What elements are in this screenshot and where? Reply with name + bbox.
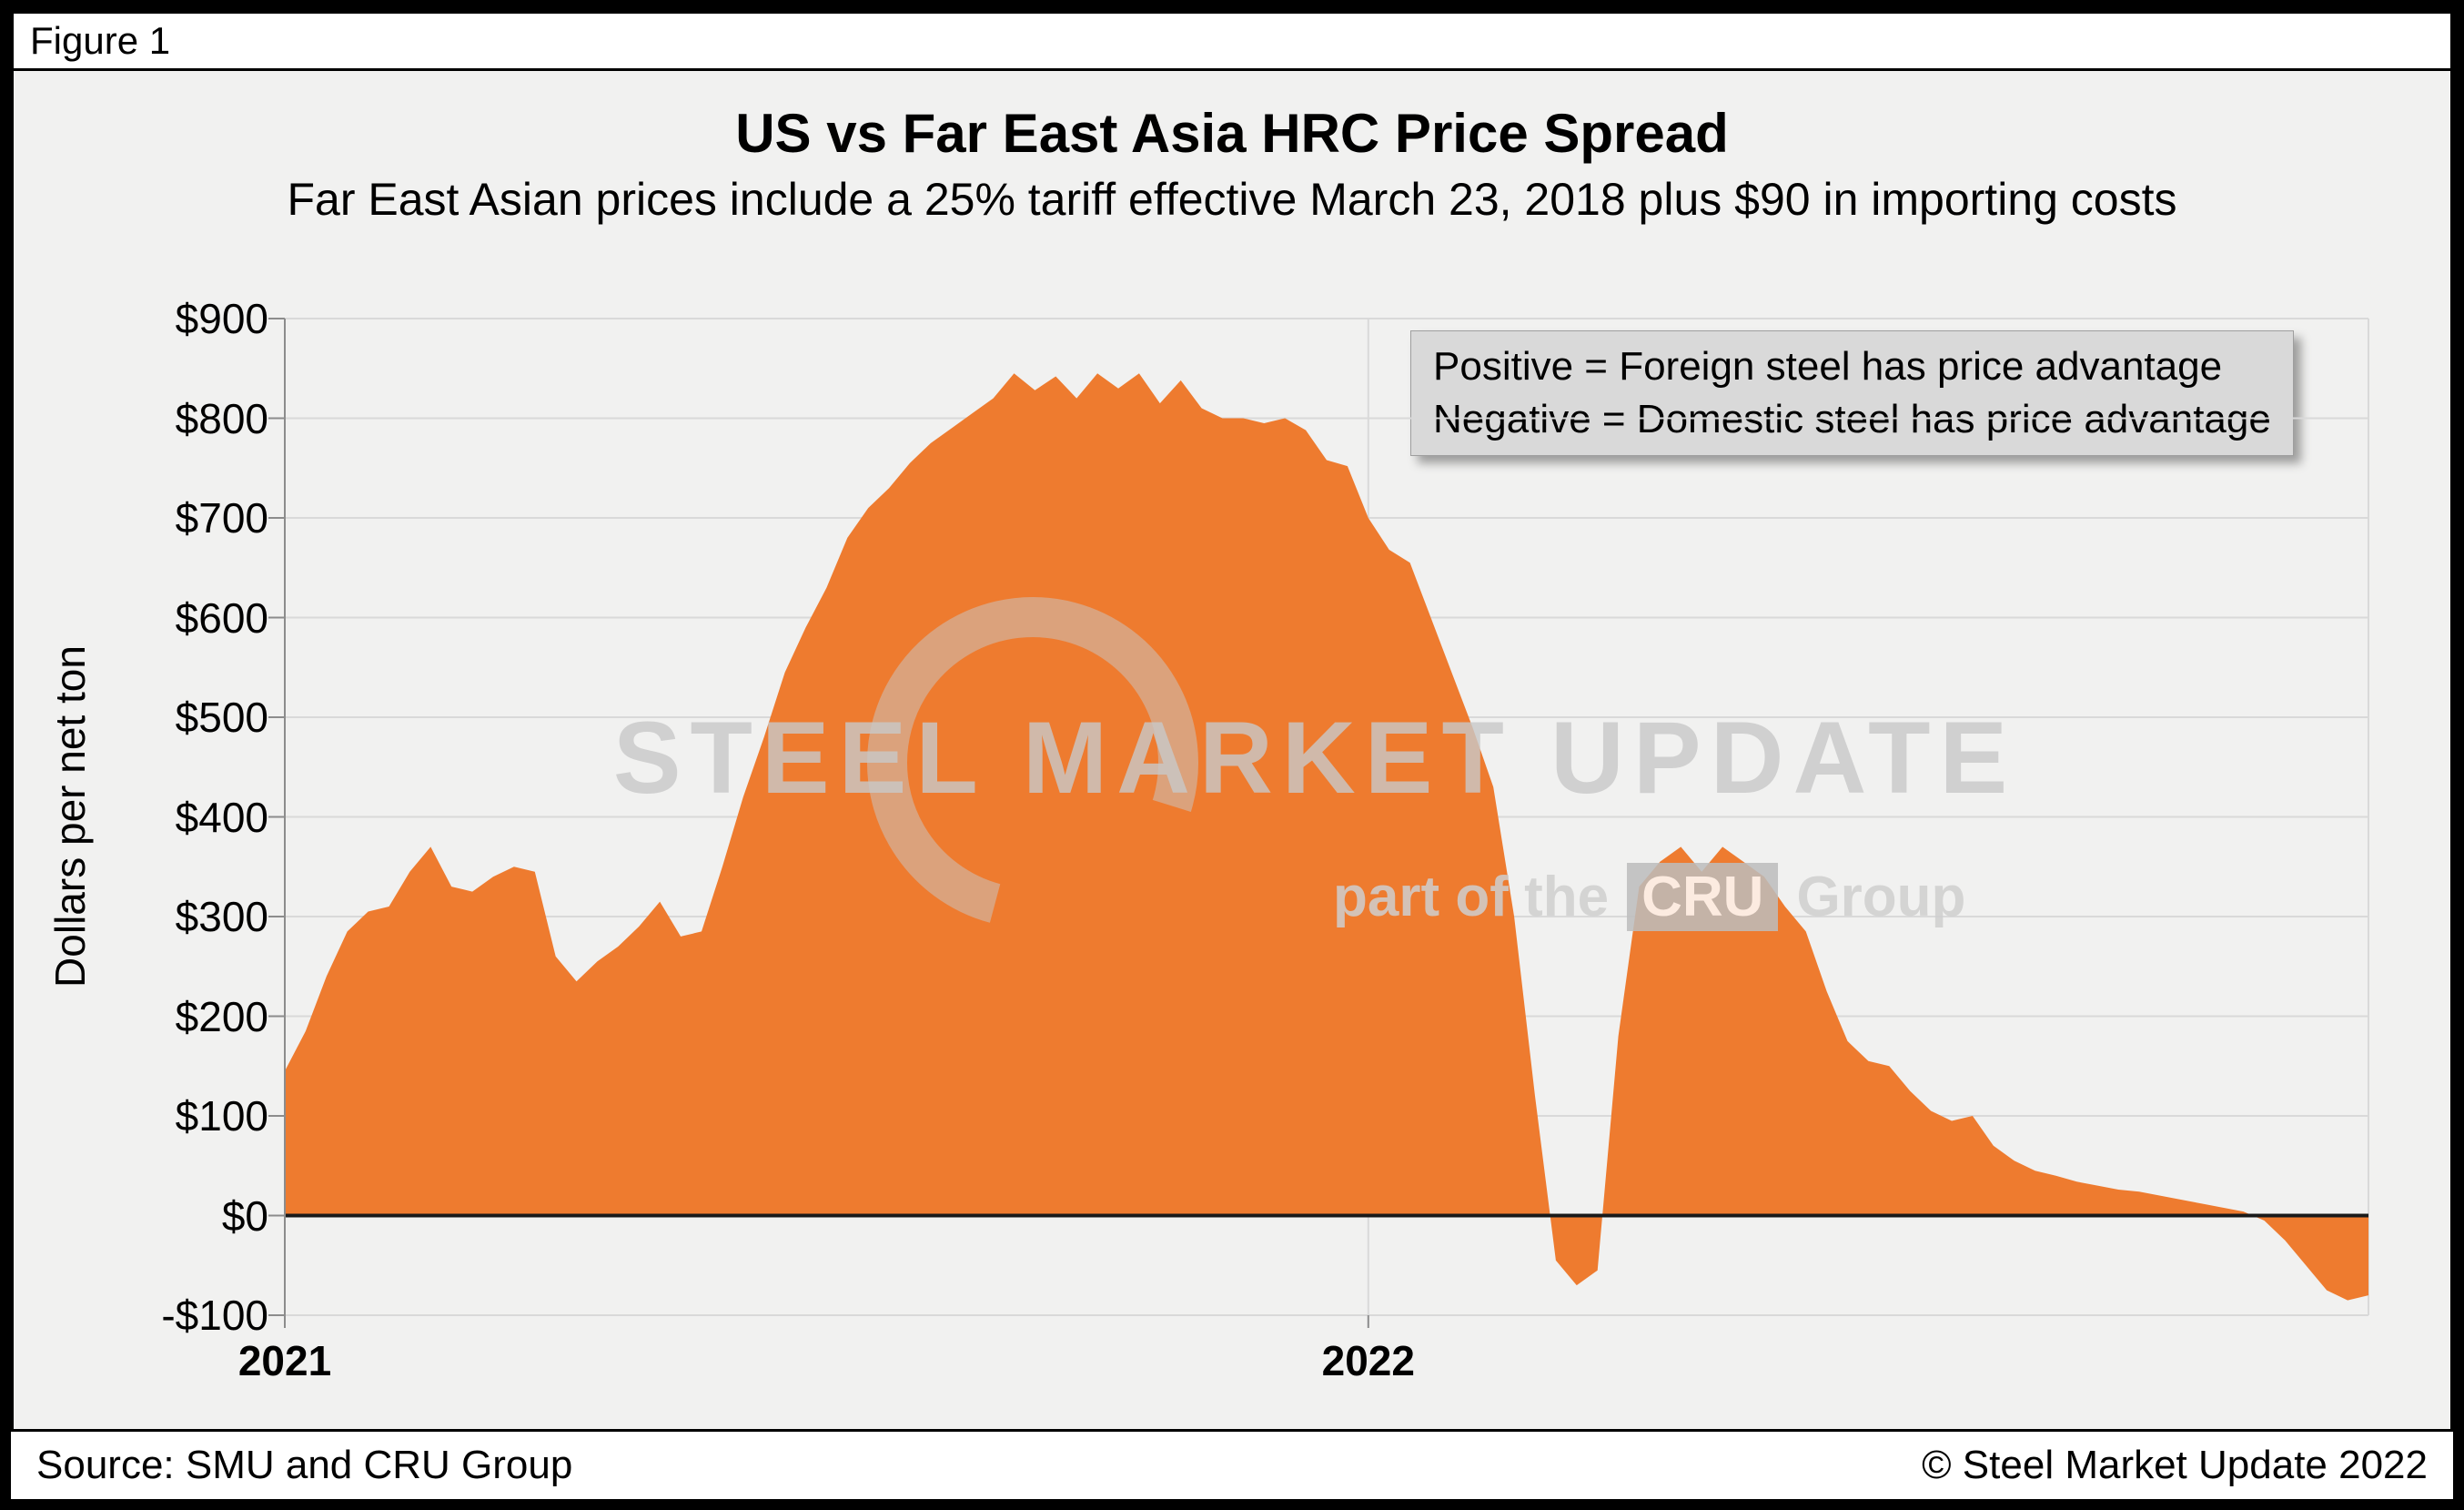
legend-line-negative: Negative = Domestic steel has price adva… xyxy=(1433,397,2271,442)
y-tick-label: $200 xyxy=(175,992,268,1040)
copyright-text: © Steel Market Update 2022 xyxy=(1922,1443,2428,1487)
price-spread-area-chart xyxy=(268,318,2369,1328)
legend-line-positive: Positive = Foreign steel has price advan… xyxy=(1433,344,2223,389)
y-axis-title: Dollars per net ton xyxy=(46,645,94,988)
y-tick-label: $100 xyxy=(175,1092,268,1140)
chart-subtitle: Far East Asian prices include a 25% tari… xyxy=(287,174,2177,225)
chart-panel: US vs Far East Asia HRC Price Spread Far… xyxy=(11,71,2453,1432)
y-tick-label: $900 xyxy=(175,295,268,342)
y-tick-label: $400 xyxy=(175,793,268,841)
y-tick-label: $500 xyxy=(175,694,268,741)
legend-box: Positive = Foreign steel has price advan… xyxy=(1410,330,2294,457)
y-tick-label: $700 xyxy=(175,494,268,542)
figure-header: Figure 1 xyxy=(11,11,2453,71)
y-tick-label: $800 xyxy=(175,394,268,442)
y-tick-label: -$100 xyxy=(161,1292,268,1339)
chart-title: US vs Far East Asia HRC Price Spread xyxy=(735,103,1729,164)
source-text: Source: SMU and CRU Group xyxy=(36,1443,573,1487)
y-tick-label: $0 xyxy=(221,1191,268,1240)
x-tick-label: 2022 xyxy=(1321,1337,1415,1384)
figure-label: Figure 1 xyxy=(30,19,171,62)
x-tick-label: 2021 xyxy=(237,1337,332,1384)
y-tick-label: $300 xyxy=(175,893,268,940)
footer-row: Source: SMU and CRU Group © Steel Market… xyxy=(11,1432,2453,1499)
y-tick-label: $600 xyxy=(175,593,268,642)
